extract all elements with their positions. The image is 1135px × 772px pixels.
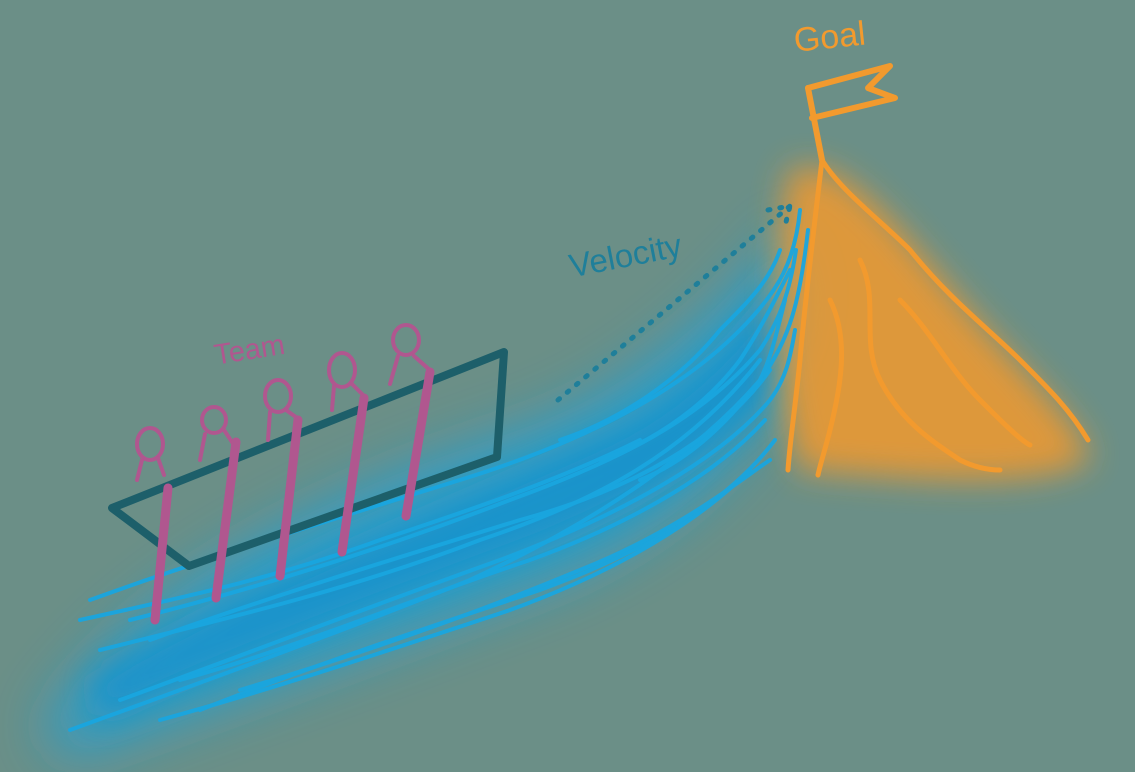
goal-flag-icon (805, 63, 898, 163)
team-member-4 (327, 351, 369, 557)
mountain-glow (776, 166, 1090, 481)
water-strands (68, 208, 810, 732)
team-member-5 (388, 323, 435, 521)
team-member-3 (263, 378, 303, 581)
mountain (785, 157, 1091, 478)
goal-label: Goal (792, 14, 868, 60)
velocity-arrow (555, 202, 794, 403)
team-member-2 (198, 405, 241, 603)
team (135, 323, 435, 625)
team-member-1 (135, 426, 173, 625)
